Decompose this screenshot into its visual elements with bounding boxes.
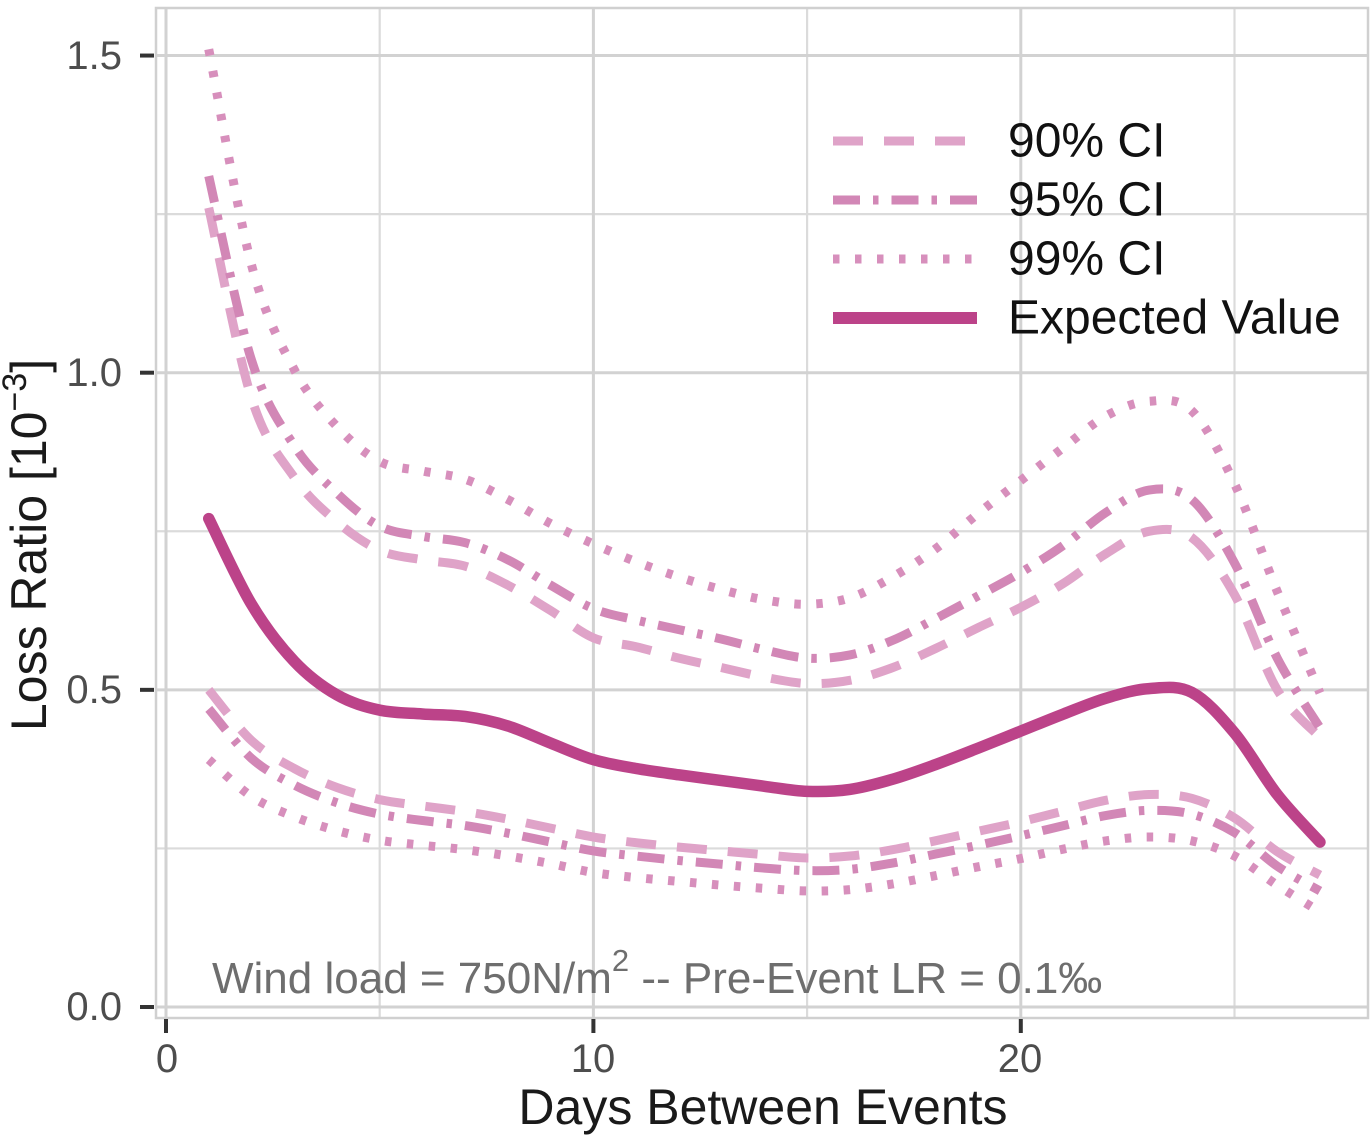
curve-expected-value: [202, 512, 1326, 848]
y-axis-title-end: ]: [1, 359, 57, 373]
y-axis-title-superscript: −3: [0, 373, 34, 412]
curve-90-ci-lower: [205, 686, 1323, 880]
annotation-part2: -- Pre-Event LR = 0.1‰: [629, 954, 1102, 1003]
x-tick-label-20: 20: [998, 1037, 1043, 1081]
x-axis-title: Days Between Events: [518, 1079, 1007, 1135]
annotation-superscript: 2: [612, 943, 629, 978]
axis-ticks: [140, 53, 1023, 1033]
y-tick-label-10: 1.0: [66, 351, 122, 395]
y-tick-label-15: 1.5: [66, 34, 122, 78]
data-curves: [202, 48, 1326, 916]
gridlines: [156, 8, 1368, 1018]
plot-panel-border: [154, 6, 1370, 1020]
curve-90-ci-upper: [204, 206, 1324, 741]
y-tick-label-0: 0.0: [66, 985, 122, 1029]
curve-95-ci-lower: [205, 705, 1323, 895]
curve-95-ci-upper: [204, 175, 1324, 731]
legend: 90% CI 95% CI 99% CI Expected Value: [833, 115, 1341, 345]
x-tick-label-0: 0: [156, 1037, 178, 1081]
annotation-part1: Wind load = 750N/m: [212, 954, 612, 1003]
curve-99-ci-upper: [204, 48, 1325, 695]
y-axis-title: Loss Ratio [10−3]: [0, 359, 57, 731]
x-tick-label-10: 10: [571, 1037, 616, 1081]
y-tick-label-05: 0.5: [66, 668, 122, 712]
legend-label-99ci: 99% CI: [1008, 233, 1165, 286]
legend-label-95ci: 95% CI: [1008, 174, 1165, 227]
y-axis-title-base: Loss Ratio [10: [1, 412, 57, 732]
legend-label-90ci: 90% CI: [1008, 115, 1165, 168]
legend-label-expected-value: Expected Value: [1008, 292, 1341, 345]
annotation-wind-load: Wind load = 750N/m2 -- Pre-Event LR = 0.…: [212, 943, 1102, 1003]
